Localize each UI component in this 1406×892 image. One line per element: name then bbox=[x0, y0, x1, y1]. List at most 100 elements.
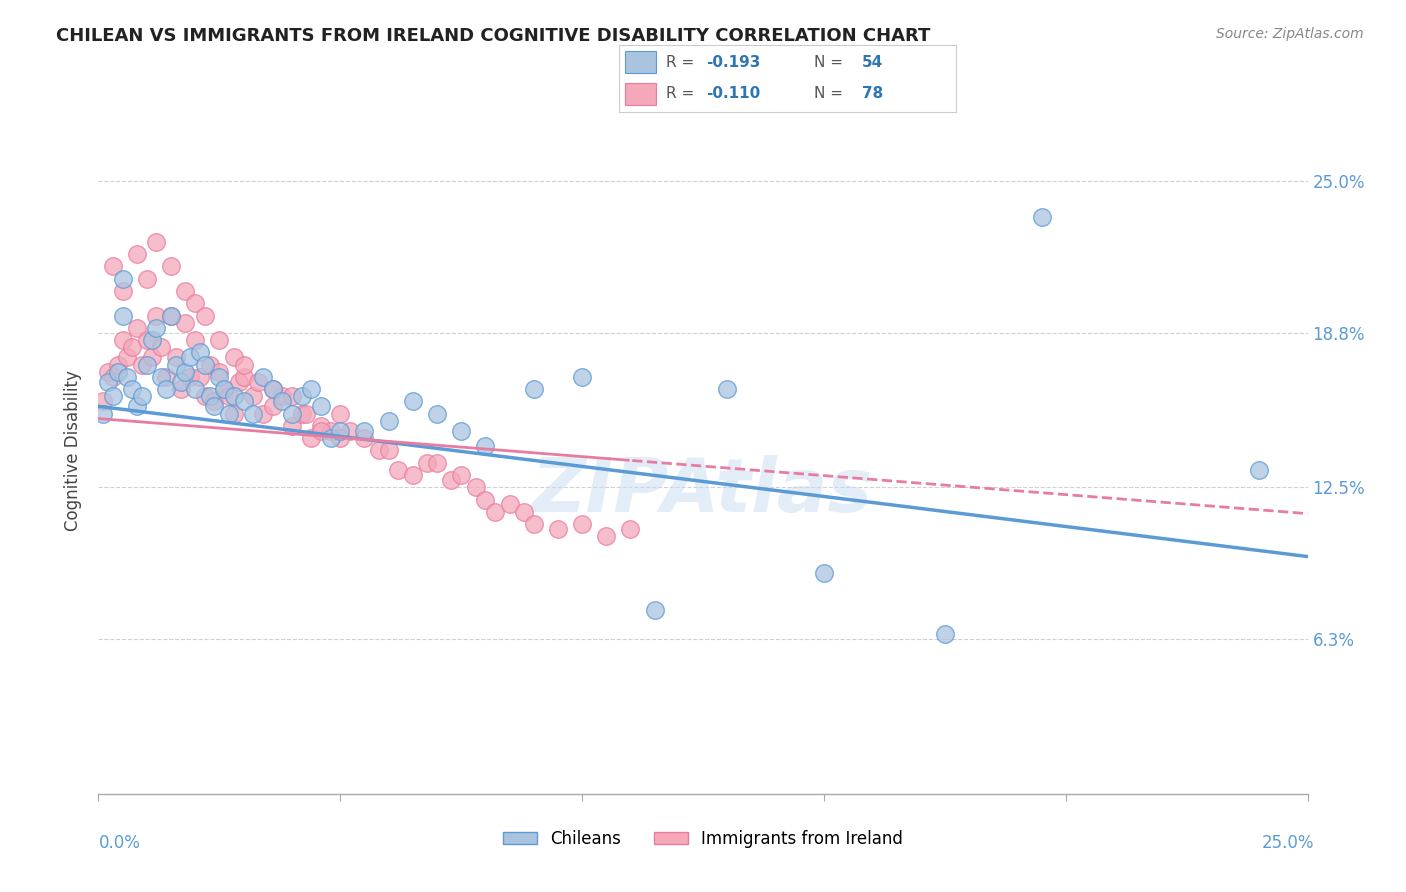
Point bbox=[813, 566, 835, 581]
Point bbox=[339, 424, 361, 438]
Point bbox=[165, 351, 187, 365]
Point bbox=[198, 389, 221, 403]
Point bbox=[107, 358, 129, 372]
Point bbox=[194, 358, 217, 372]
Point bbox=[179, 351, 201, 365]
Point bbox=[252, 369, 274, 384]
Point bbox=[242, 389, 264, 403]
Point bbox=[188, 369, 211, 384]
Point bbox=[716, 382, 738, 396]
Point bbox=[222, 407, 245, 421]
Text: 25.0%: 25.0% bbox=[1263, 834, 1315, 852]
Point bbox=[127, 400, 149, 414]
Text: -0.193: -0.193 bbox=[706, 54, 761, 70]
Point bbox=[523, 517, 546, 532]
Point bbox=[212, 382, 235, 396]
Point bbox=[184, 382, 207, 396]
Point bbox=[353, 431, 375, 445]
Point bbox=[319, 431, 342, 445]
Point bbox=[329, 424, 352, 438]
Point bbox=[242, 407, 264, 421]
Point bbox=[464, 480, 486, 494]
Point bbox=[194, 309, 217, 323]
Point bbox=[198, 358, 221, 372]
Point bbox=[131, 358, 153, 372]
Point bbox=[474, 492, 496, 507]
Point bbox=[101, 260, 124, 274]
Point bbox=[295, 407, 318, 421]
Point bbox=[91, 394, 114, 409]
Point bbox=[377, 414, 399, 428]
Point bbox=[184, 296, 207, 310]
Point bbox=[571, 369, 593, 384]
Point bbox=[402, 394, 425, 409]
Point bbox=[141, 351, 163, 365]
Point bbox=[402, 467, 425, 482]
Point bbox=[135, 271, 157, 285]
Point bbox=[232, 369, 254, 384]
Point bbox=[290, 407, 312, 421]
Point bbox=[309, 419, 332, 434]
Point bbox=[160, 309, 183, 323]
Point bbox=[145, 321, 167, 335]
Point bbox=[194, 389, 217, 403]
Point bbox=[450, 424, 472, 438]
Point bbox=[111, 271, 134, 285]
Point bbox=[111, 333, 134, 347]
Point bbox=[107, 365, 129, 379]
Point bbox=[174, 284, 197, 298]
Point bbox=[232, 394, 254, 409]
Point bbox=[547, 522, 569, 536]
Point bbox=[934, 627, 956, 641]
Point bbox=[299, 382, 322, 396]
Point bbox=[474, 439, 496, 453]
Point bbox=[329, 431, 352, 445]
Point bbox=[117, 369, 139, 384]
Point bbox=[271, 389, 294, 403]
Point bbox=[145, 309, 167, 323]
Point bbox=[309, 400, 332, 414]
Legend: Chileans, Immigrants from Ireland: Chileans, Immigrants from Ireland bbox=[496, 823, 910, 855]
Point bbox=[204, 400, 226, 414]
Point bbox=[426, 407, 449, 421]
Text: -0.110: -0.110 bbox=[706, 87, 761, 102]
Point bbox=[416, 456, 439, 470]
Point bbox=[1249, 463, 1271, 477]
Point bbox=[440, 473, 463, 487]
Point bbox=[169, 382, 191, 396]
Point bbox=[218, 407, 240, 421]
Text: N =: N = bbox=[814, 87, 848, 102]
Point bbox=[169, 375, 191, 389]
Point bbox=[595, 529, 617, 543]
Point bbox=[247, 375, 270, 389]
Point bbox=[97, 375, 120, 389]
Point bbox=[212, 382, 235, 396]
Point bbox=[155, 382, 177, 396]
Point bbox=[232, 358, 254, 372]
Point bbox=[498, 498, 520, 512]
Point bbox=[188, 345, 211, 359]
Point bbox=[121, 382, 143, 396]
Point bbox=[208, 333, 231, 347]
Text: 0.0%: 0.0% bbox=[98, 834, 141, 852]
Point bbox=[141, 333, 163, 347]
Point bbox=[135, 333, 157, 347]
Point bbox=[155, 369, 177, 384]
Point bbox=[101, 389, 124, 403]
Point bbox=[208, 369, 231, 384]
Point bbox=[222, 351, 245, 365]
Point bbox=[368, 443, 391, 458]
Point bbox=[387, 463, 409, 477]
Point bbox=[281, 419, 304, 434]
Point bbox=[121, 341, 143, 355]
Point bbox=[165, 358, 187, 372]
Point bbox=[309, 424, 332, 438]
Y-axis label: Cognitive Disability: Cognitive Disability bbox=[65, 370, 83, 531]
Point bbox=[523, 382, 546, 396]
Point bbox=[184, 333, 207, 347]
Point bbox=[111, 284, 134, 298]
Text: 54: 54 bbox=[862, 54, 883, 70]
Point bbox=[619, 522, 641, 536]
Text: ZIPAtlas: ZIPAtlas bbox=[533, 455, 873, 528]
Text: R =: R = bbox=[666, 54, 699, 70]
